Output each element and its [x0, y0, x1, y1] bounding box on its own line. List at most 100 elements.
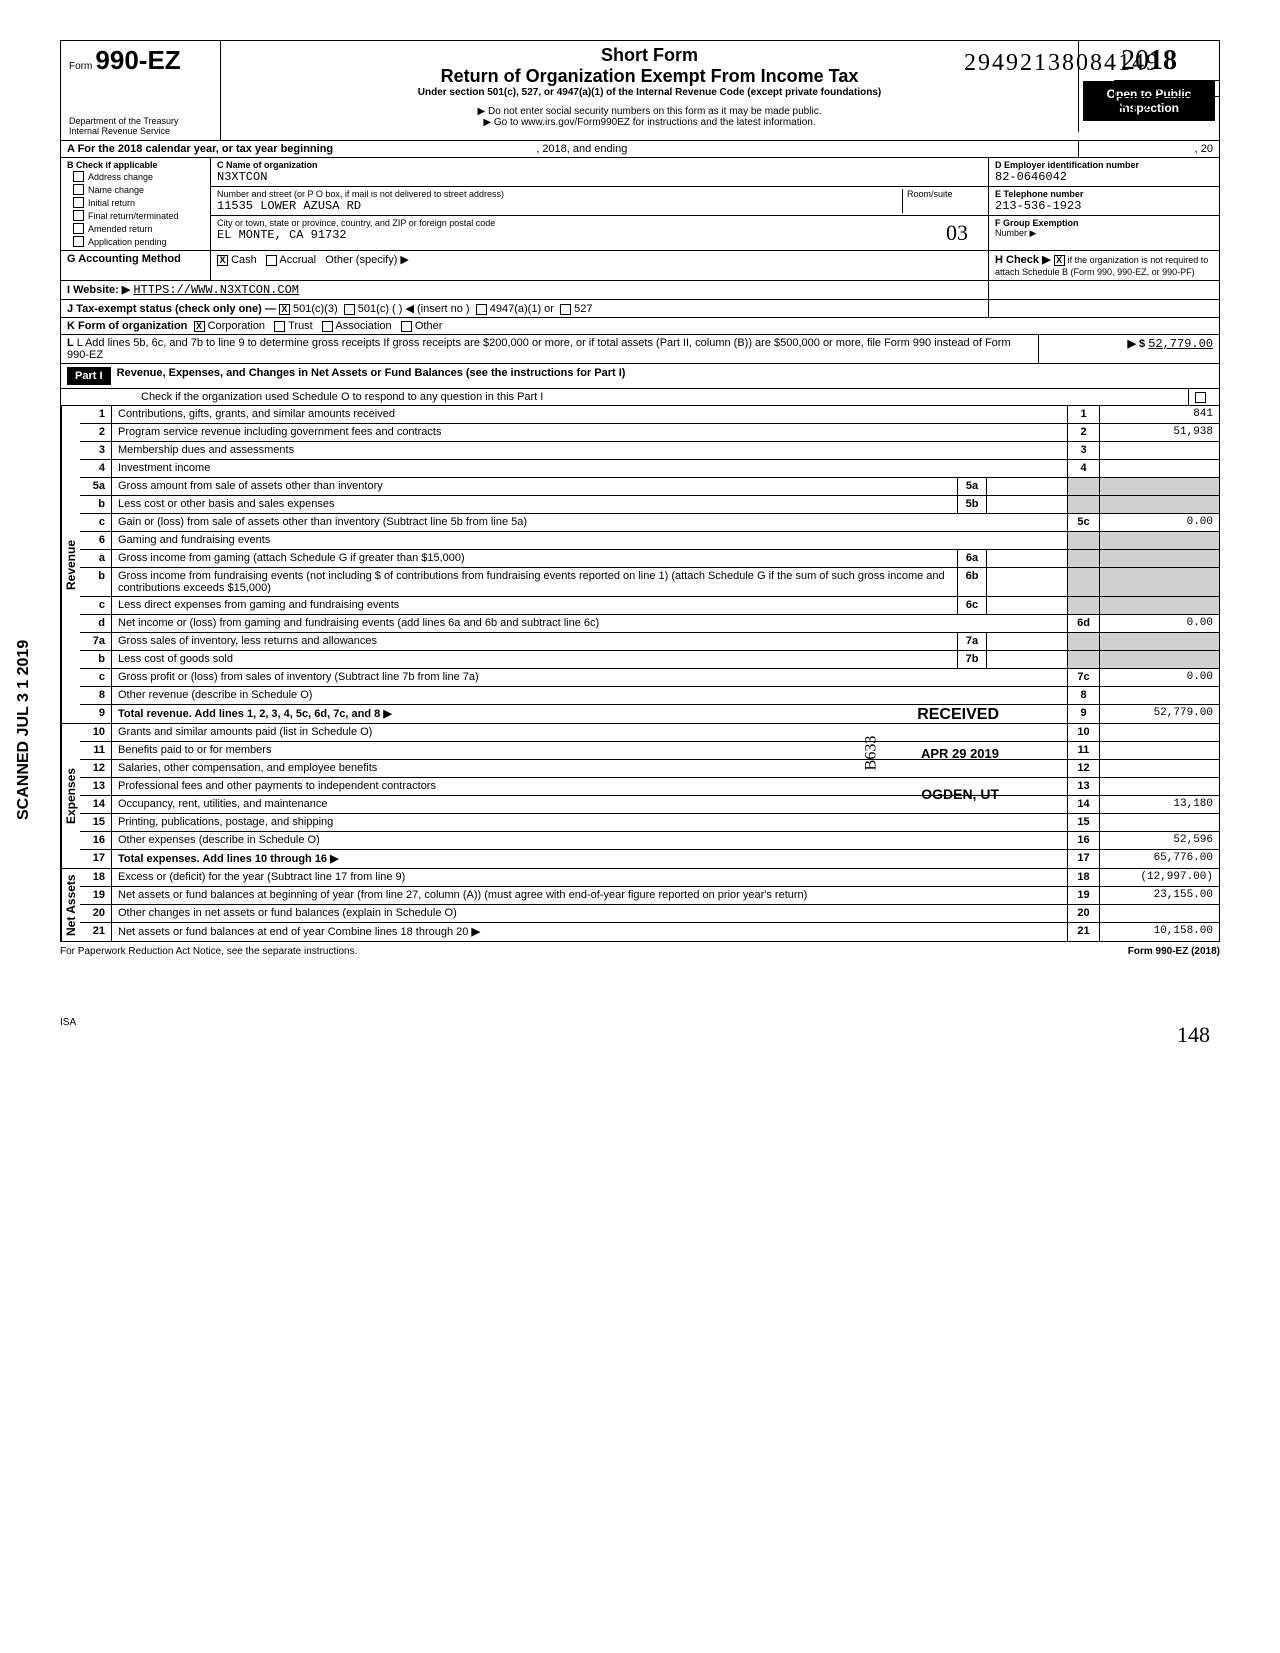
- k-assoc: Association: [335, 320, 391, 332]
- line-box-no: 21: [1067, 923, 1099, 941]
- line-value: (12,997.00): [1099, 869, 1219, 886]
- checkbox-other[interactable]: [401, 321, 412, 332]
- checkbox-4947[interactable]: [476, 304, 487, 315]
- shaded-cell: [1099, 496, 1219, 513]
- footer-right: Form 990-EZ (2018): [1128, 946, 1220, 957]
- form-line: cLess direct expenses from gaming and fu…: [80, 597, 1219, 615]
- line-value: 52,596: [1099, 832, 1219, 849]
- expenses-label: Expenses: [61, 724, 80, 868]
- line-number: 15: [80, 814, 112, 831]
- checkbox-h[interactable]: [1054, 255, 1065, 266]
- b-opt-2: Initial return: [88, 198, 135, 208]
- form-line: 19Net assets or fund balances at beginni…: [80, 887, 1219, 905]
- form-line: 9Total revenue. Add lines 1, 2, 3, 4, 5c…: [80, 705, 1219, 723]
- form-line: 3Membership dues and assessments3: [80, 442, 1219, 460]
- checkbox-final-return[interactable]: [73, 210, 84, 221]
- line-desc: Net assets or fund balances at end of ye…: [112, 923, 1067, 941]
- form-line: aGross income from gaming (attach Schedu…: [80, 550, 1219, 568]
- city-label: City or town, state or province, country…: [217, 218, 982, 228]
- checkbox-app-pending[interactable]: [73, 236, 84, 247]
- line-box-no: 8: [1067, 687, 1099, 704]
- checkbox-501c[interactable]: [344, 304, 355, 315]
- l-value: 52,779.00: [1148, 337, 1213, 351]
- shaded-cell: [1067, 633, 1099, 650]
- shaded-cell: [1099, 597, 1219, 614]
- handwriting-1812: 1812: [1106, 95, 1150, 121]
- checkbox-address-change[interactable]: [73, 171, 84, 182]
- shaded-cell: [1099, 550, 1219, 567]
- line-value: 52,779.00: [1099, 705, 1219, 723]
- form-prefix: Form: [69, 61, 92, 72]
- form-line: 7aGross sales of inventory, less returns…: [80, 633, 1219, 651]
- checkbox-schedule-o[interactable]: [1195, 392, 1206, 403]
- line-desc: Gaming and fundraising events: [112, 532, 1067, 549]
- line-box-no: 16: [1067, 832, 1099, 849]
- line-box-no: 6d: [1067, 615, 1099, 632]
- line-mini-no: 7b: [957, 651, 987, 668]
- checkbox-501c3[interactable]: [279, 304, 290, 315]
- line-box-no: 15: [1067, 814, 1099, 831]
- line-mini-val: [987, 633, 1067, 650]
- line-desc: Less cost or other basis and sales expen…: [112, 496, 957, 513]
- line-desc: Grants and similar amounts paid (list in…: [112, 724, 1067, 741]
- checkbox-cash[interactable]: [217, 255, 228, 266]
- line-number: 6: [80, 532, 112, 549]
- shaded-cell: [1099, 651, 1219, 668]
- form-line: 10Grants and similar amounts paid (list …: [80, 724, 1219, 742]
- isa-mark: ISA: [60, 1017, 1220, 1028]
- form-header: Form 990-EZ Department of the Treasury I…: [60, 40, 1220, 141]
- line-number: 13: [80, 778, 112, 795]
- line-desc: Total expenses. Add lines 10 through 16 …: [112, 850, 1067, 868]
- line-value: 841: [1099, 406, 1219, 423]
- shaded-cell: [1067, 496, 1099, 513]
- k-other: Other: [415, 320, 443, 332]
- checkbox-assoc[interactable]: [322, 321, 333, 332]
- line-box-no: 9: [1067, 705, 1099, 723]
- form-line: 2Program service revenue including gover…: [80, 424, 1219, 442]
- line-number: 2: [80, 424, 112, 441]
- line-value: 10,158.00: [1099, 923, 1219, 941]
- checkbox-amended[interactable]: [73, 223, 84, 234]
- form-line: 4Investment income4: [80, 460, 1219, 478]
- street-label: Number and street (or P O box, if mail i…: [217, 189, 902, 199]
- d-label: D Employer identification number: [995, 160, 1139, 170]
- line-number: 10: [80, 724, 112, 741]
- line-value: 0.00: [1099, 514, 1219, 531]
- f-sub: Number ▶: [995, 228, 1213, 239]
- g-other: Other (specify) ▶: [325, 254, 409, 266]
- line-desc: Salaries, other compensation, and employ…: [112, 760, 1067, 777]
- checkbox-527[interactable]: [560, 304, 571, 315]
- checkbox-accrual[interactable]: [266, 255, 277, 266]
- form-line: 20Other changes in net assets or fund ba…: [80, 905, 1219, 923]
- checkbox-initial-return[interactable]: [73, 197, 84, 208]
- room-label: Room/suite: [907, 189, 982, 199]
- i-label: I Website: ▶: [67, 284, 130, 296]
- form-line: 12Salaries, other compensation, and empl…: [80, 760, 1219, 778]
- line-desc: Gross income from fundraising events (no…: [112, 568, 957, 596]
- line-mini-no: 5a: [957, 478, 987, 495]
- line-desc: Excess or (deficit) for the year (Subtra…: [112, 869, 1067, 886]
- line-number: a: [80, 550, 112, 567]
- line-box-no: 19: [1067, 887, 1099, 904]
- b-opt-4: Amended return: [88, 224, 153, 234]
- line-desc: Gross income from gaming (attach Schedul…: [112, 550, 957, 567]
- line-mini-val: [987, 550, 1067, 567]
- line-number: c: [80, 514, 112, 531]
- checkbox-trust[interactable]: [274, 321, 285, 332]
- checkbox-name-change[interactable]: [73, 184, 84, 195]
- line-number: 16: [80, 832, 112, 849]
- form-number: 990-EZ: [95, 45, 180, 75]
- line-value: 23,155.00: [1099, 887, 1219, 904]
- phone: 213-536-1923: [995, 199, 1213, 213]
- j-label: J Tax-exempt status (check only one) —: [67, 303, 276, 315]
- form-line: 11Benefits paid to or for members11: [80, 742, 1219, 760]
- line-number: 9: [80, 705, 112, 723]
- checkbox-corp[interactable]: [194, 321, 205, 332]
- form-line: bLess cost of goods sold7b: [80, 651, 1219, 669]
- line-value: [1099, 742, 1219, 759]
- line-mini-no: 6b: [957, 568, 987, 596]
- line-number: 7a: [80, 633, 112, 650]
- shaded-cell: [1067, 550, 1099, 567]
- line-mini-val: [987, 496, 1067, 513]
- e-label: E Telephone number: [995, 189, 1083, 199]
